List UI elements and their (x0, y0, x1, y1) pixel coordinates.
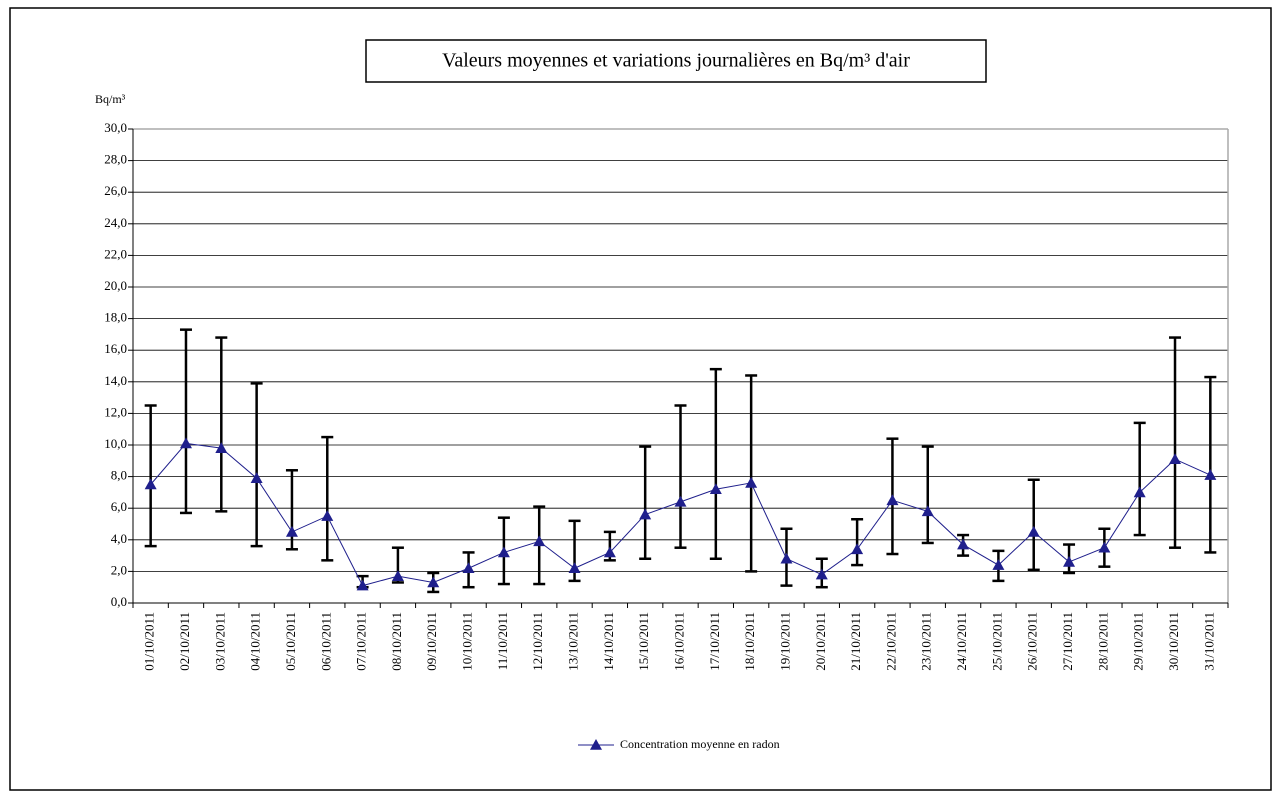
x-tick-label: 09/10/2011 (424, 612, 439, 671)
x-tick-label: 27/10/2011 (1060, 612, 1075, 671)
data-point (215, 442, 228, 453)
x-tick-label: 12/10/2011 (530, 612, 545, 671)
y-tick-label: 0,0 (111, 594, 127, 609)
y-tick-label: 8,0 (111, 468, 127, 483)
data-point (568, 562, 581, 574)
data-point (709, 483, 722, 495)
legend-label: Concentration moyenne en radon (620, 737, 780, 751)
x-tick-label: 18/10/2011 (742, 612, 757, 671)
x-tick-label: 17/10/2011 (707, 612, 722, 671)
title-box (365, 39, 987, 83)
data-point (780, 552, 793, 564)
data-point (250, 472, 263, 483)
y-tick-label: 14,0 (104, 373, 127, 388)
x-tick-label: 11/10/2011 (495, 612, 510, 670)
data-point (179, 437, 192, 449)
y-tick-label: 12,0 (104, 404, 127, 419)
x-tick-label: 22/10/2011 (883, 612, 898, 671)
x-tick-label: 20/10/2011 (813, 612, 828, 671)
x-tick-label: 30/10/2011 (1166, 612, 1181, 671)
y-tick-label: 10,0 (104, 436, 127, 451)
y-tick-label: 24,0 (104, 215, 127, 230)
y-tick-label: 20,0 (104, 278, 127, 293)
x-tick-label: 26/10/2011 (1025, 612, 1040, 671)
x-tick-label: 13/10/2011 (566, 612, 581, 671)
data-point (391, 570, 404, 581)
data-point (356, 579, 369, 591)
x-tick-label: 02/10/2011 (177, 612, 192, 671)
x-tick-label: 29/10/2011 (1131, 612, 1146, 671)
x-tick-label: 15/10/2011 (636, 612, 651, 671)
x-tick-label: 19/10/2011 (777, 612, 792, 671)
data-point (427, 576, 440, 588)
y-tick-label: 30,0 (104, 120, 127, 135)
data-point (144, 478, 157, 490)
y-tick-label: 18,0 (104, 310, 127, 325)
x-tick-label: 10/10/2011 (460, 612, 475, 671)
y-tick-label: 6,0 (111, 499, 127, 514)
legend-marker (590, 739, 602, 750)
y-tick-label: 4,0 (111, 531, 127, 546)
x-tick-label: 04/10/2011 (248, 612, 263, 671)
x-tick-label: 23/10/2011 (919, 612, 934, 671)
chart-border (9, 7, 1272, 791)
data-point (533, 535, 546, 547)
data-point (674, 495, 687, 507)
chart-title: Valeurs moyennes et variations journaliè… (442, 50, 910, 72)
y-tick-label: 28,0 (104, 152, 127, 167)
x-tick-label: 31/10/2011 (1201, 612, 1216, 671)
data-point (957, 538, 970, 550)
data-point (886, 494, 899, 506)
x-tick-label: 25/10/2011 (989, 612, 1004, 671)
data-point (815, 568, 828, 580)
y-tick-label: 2,0 (111, 562, 127, 577)
data-point (639, 508, 652, 520)
data-point (1204, 469, 1217, 480)
x-tick-label: 28/10/2011 (1095, 612, 1110, 671)
x-tick-label: 06/10/2011 (318, 612, 333, 671)
x-tick-label: 01/10/2011 (142, 612, 157, 671)
data-point (1063, 555, 1076, 567)
data-point (745, 476, 758, 488)
data-point (462, 562, 475, 574)
x-tick-label: 05/10/2011 (283, 612, 298, 671)
data-point (851, 543, 864, 555)
data-point (497, 546, 510, 558)
y-tick-label: 16,0 (104, 341, 127, 356)
x-tick-label: 24/10/2011 (954, 612, 969, 671)
x-tick-label: 16/10/2011 (671, 612, 686, 671)
y-axis-label: Bq/m³ (95, 92, 126, 106)
x-tick-label: 14/10/2011 (601, 612, 616, 671)
x-tick-label: 03/10/2011 (212, 612, 227, 671)
y-tick-label: 26,0 (104, 183, 127, 198)
data-point (321, 510, 334, 521)
data-point (285, 525, 298, 537)
data-point (1169, 453, 1182, 465)
data-point (1133, 486, 1146, 498)
data-point (1027, 525, 1040, 537)
data-point (992, 559, 1005, 570)
data-point (1098, 541, 1111, 553)
y-tick-label: 22,0 (104, 246, 127, 261)
x-tick-label: 21/10/2011 (848, 612, 863, 671)
data-point (921, 505, 934, 517)
x-tick-label: 07/10/2011 (354, 612, 369, 671)
x-tick-label: 08/10/2011 (389, 612, 404, 671)
data-point (603, 546, 616, 558)
